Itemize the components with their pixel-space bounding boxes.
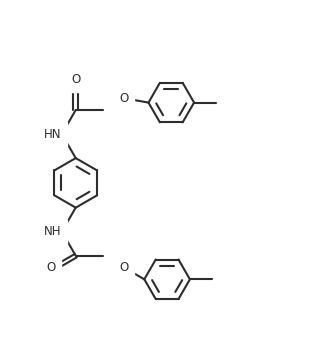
Text: O: O	[119, 92, 129, 105]
Text: O: O	[46, 261, 55, 274]
Text: HN: HN	[44, 127, 62, 141]
Text: O: O	[119, 261, 129, 274]
Text: NH: NH	[44, 225, 62, 238]
Text: O: O	[71, 73, 80, 87]
